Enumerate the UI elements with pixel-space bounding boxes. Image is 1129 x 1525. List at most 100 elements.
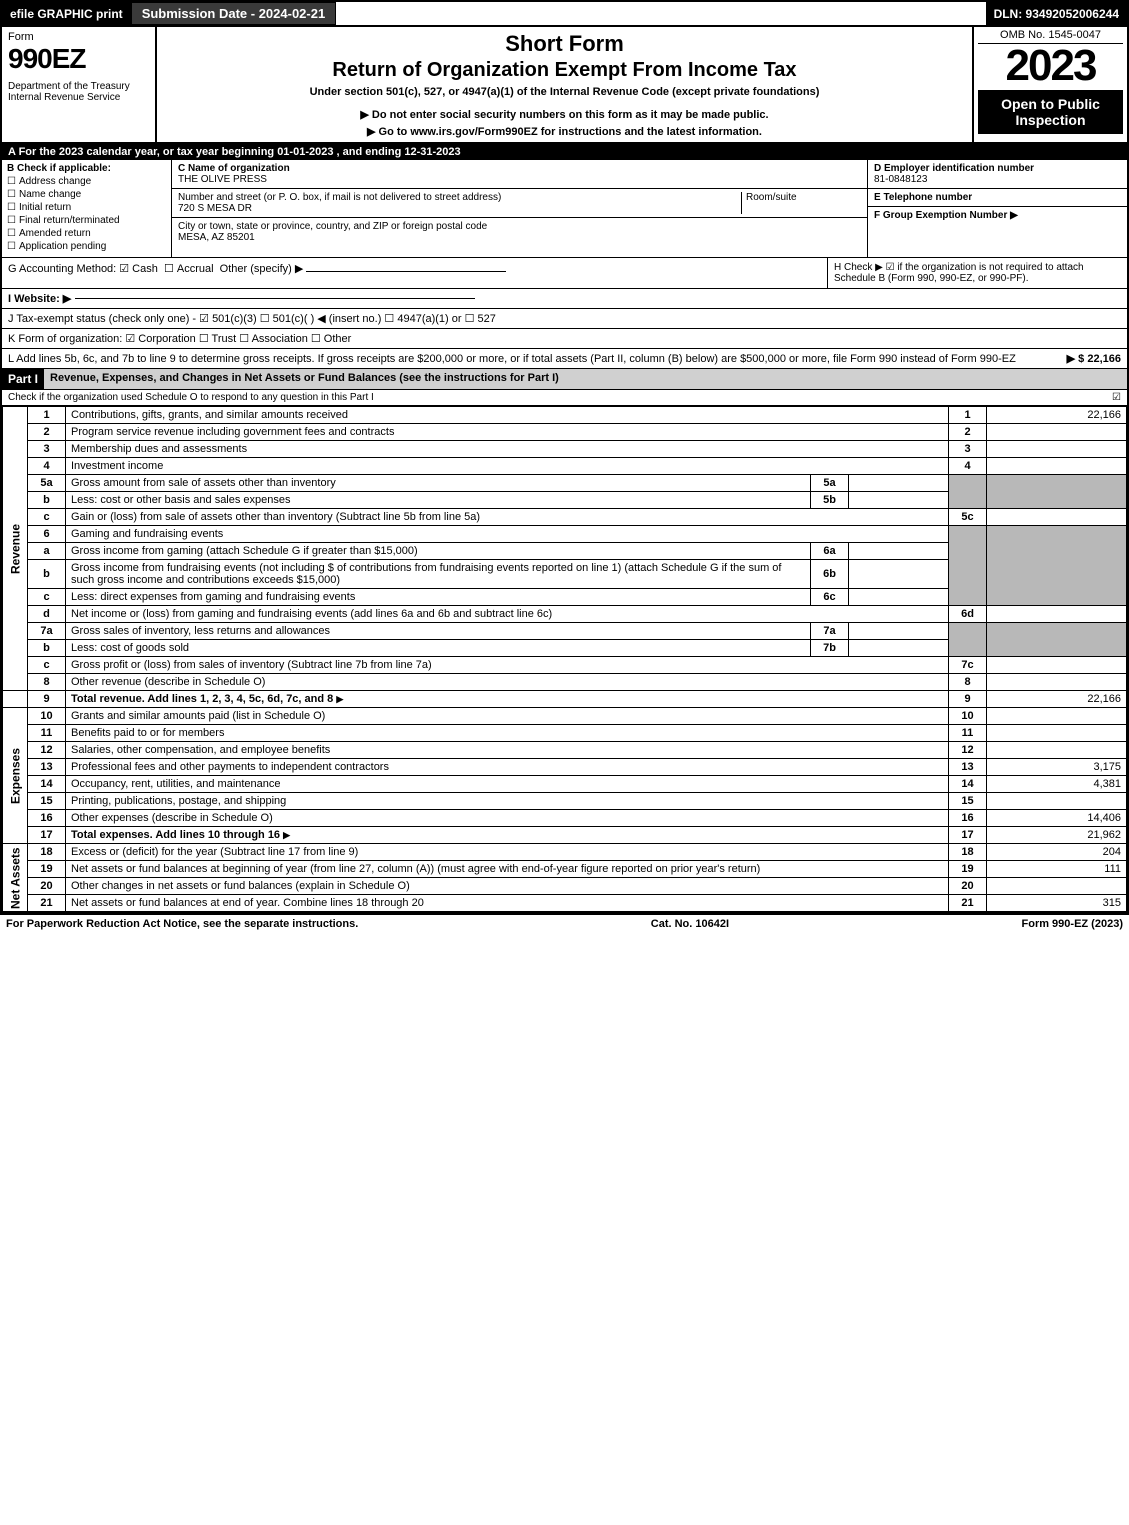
ln20-rn: 20: [949, 878, 987, 895]
g-label: G Accounting Method:: [8, 263, 116, 275]
form-number: 990EZ: [8, 43, 149, 75]
ln8-rv: [987, 674, 1127, 691]
ln3-rn: 3: [949, 441, 987, 458]
ln18-rn: 18: [949, 844, 987, 861]
ln20-desc: Other changes in net assets or fund bala…: [66, 878, 949, 895]
chk-accrual[interactable]: Accrual: [164, 263, 214, 275]
g-h-row: G Accounting Method: Cash Accrual Other …: [2, 258, 1127, 289]
chk-name-change[interactable]: Name change: [7, 189, 166, 200]
ln6b-n: b: [28, 560, 66, 589]
chk-final-return[interactable]: Final return/terminated: [7, 215, 166, 226]
chk-amended-return[interactable]: Amended return: [7, 228, 166, 239]
ln20-rv: [987, 878, 1127, 895]
ln17-n: 17: [28, 827, 66, 844]
ln6-desc: Gaming and fundraising events: [66, 526, 949, 543]
ssn-warning: ▶ Do not enter social security numbers o…: [165, 108, 964, 121]
department-label: Department of the Treasury Internal Reve…: [8, 81, 149, 103]
ln6c-desc: Less: direct expenses from gaming and fu…: [66, 589, 811, 606]
ln10-desc: Grants and similar amounts paid (list in…: [66, 708, 949, 725]
website-input[interactable]: [75, 298, 475, 299]
part-1-sub: Check if the organization used Schedule …: [2, 390, 1127, 406]
grey-6: [949, 526, 987, 606]
ln21-desc: Net assets or fund balances at end of ye…: [66, 895, 949, 912]
i-label: I Website: ▶: [8, 292, 71, 305]
f-label: F Group Exemption Number ▶: [874, 210, 1018, 221]
ln7a-desc: Gross sales of inventory, less returns a…: [66, 623, 811, 640]
b-label: B Check if applicable:: [7, 163, 166, 174]
room-suite: Room/suite: [741, 192, 861, 214]
footer-mid: Cat. No. 10642I: [651, 918, 729, 930]
ln15-rn: 15: [949, 793, 987, 810]
ln6c-mn: 6c: [811, 589, 849, 606]
ln3-desc: Membership dues and assessments: [66, 441, 949, 458]
ln5a-mv: [849, 475, 949, 492]
ln7b-mv: [849, 640, 949, 657]
ln7b-desc: Less: cost of goods sold: [66, 640, 811, 657]
ln7a-n: 7a: [28, 623, 66, 640]
ln6d-n: d: [28, 606, 66, 623]
ln18-rv: 204: [987, 844, 1127, 861]
ln19-n: 19: [28, 861, 66, 878]
header-center: Short Form Return of Organization Exempt…: [157, 27, 972, 142]
ln5b-n: b: [28, 492, 66, 509]
ln5b-mv: [849, 492, 949, 509]
ln6c-mv: [849, 589, 949, 606]
ln3-rv: [987, 441, 1127, 458]
ln17-rv: 21,962: [987, 827, 1127, 844]
ln15-desc: Printing, publications, postage, and shi…: [66, 793, 949, 810]
ein-value: 81-0848123: [874, 174, 927, 185]
goto-link[interactable]: ▶ Go to www.irs.gov/Form990EZ for instru…: [165, 125, 964, 138]
ln9-n: 9: [28, 691, 66, 708]
ln19-rn: 19: [949, 861, 987, 878]
ln2-n: 2: [28, 424, 66, 441]
form-990ez-page: efile GRAPHIC print Submission Date - 20…: [0, 0, 1129, 914]
ln21-n: 21: [28, 895, 66, 912]
dln-label: DLN: 93492052006244: [986, 2, 1127, 25]
right-info-block: D Employer identification number 81-0848…: [867, 160, 1127, 257]
ln2-rn: 2: [949, 424, 987, 441]
ln5c-desc: Gain or (loss) from sale of assets other…: [66, 509, 949, 526]
ln6a-desc: Gross income from gaming (attach Schedul…: [66, 543, 811, 560]
ln7a-mv: [849, 623, 949, 640]
ln16-rv: 14,406: [987, 810, 1127, 827]
ln21-rn: 21: [949, 895, 987, 912]
ln2-rv: [987, 424, 1127, 441]
section-j-status: J Tax-exempt status (check only one) - ☑…: [2, 309, 1127, 329]
chk-cash[interactable]: Cash: [119, 263, 158, 275]
part-1-title: Revenue, Expenses, and Changes in Net As…: [44, 369, 565, 389]
header-left: Form 990EZ Department of the Treasury In…: [2, 27, 157, 142]
city-row: City or town, state or province, country…: [172, 218, 867, 246]
chk-application-pending[interactable]: Application pending: [7, 241, 166, 252]
chk-initial-return[interactable]: Initial return: [7, 202, 166, 213]
l-amount: ▶ $ 22,166: [1067, 352, 1121, 365]
ln13-n: 13: [28, 759, 66, 776]
org-name: THE OLIVE PRESS: [178, 174, 267, 185]
ln6a-mn: 6a: [811, 543, 849, 560]
tax-year: 2023: [978, 44, 1123, 88]
ln4-n: 4: [28, 458, 66, 475]
ln1-rn: 1: [949, 407, 987, 424]
footer-right: Form 990-EZ (2023): [1022, 918, 1123, 930]
ln5c-rv: [987, 509, 1127, 526]
expenses-side-label: Expenses: [3, 708, 28, 844]
part-1-badge: Part I: [2, 369, 44, 389]
ln9-desc: Total revenue. Add lines 1, 2, 3, 4, 5c,…: [66, 691, 949, 708]
ln17-desc: Total expenses. Add lines 10 through 16: [66, 827, 949, 844]
ln12-desc: Salaries, other compensation, and employ…: [66, 742, 949, 759]
e-label: E Telephone number: [874, 192, 972, 203]
ln6a-mv: [849, 543, 949, 560]
ln5b-mn: 5b: [811, 492, 849, 509]
ln18-desc: Excess or (deficit) for the year (Subtra…: [66, 844, 949, 861]
part-1-sub-check[interactable]: ☑: [1112, 392, 1121, 403]
ln7c-rv: [987, 657, 1127, 674]
ln10-n: 10: [28, 708, 66, 725]
ln14-desc: Occupancy, rent, utilities, and maintena…: [66, 776, 949, 793]
ln18-n: 18: [28, 844, 66, 861]
chk-address-change[interactable]: Address change: [7, 176, 166, 187]
public-inspection-badge: Open to Public Inspection: [978, 90, 1123, 134]
g-other-input[interactable]: [306, 271, 506, 272]
ln13-rv: 3,175: [987, 759, 1127, 776]
city-label: City or town, state or province, country…: [178, 221, 487, 232]
ln6b-mn: 6b: [811, 560, 849, 589]
ln14-n: 14: [28, 776, 66, 793]
